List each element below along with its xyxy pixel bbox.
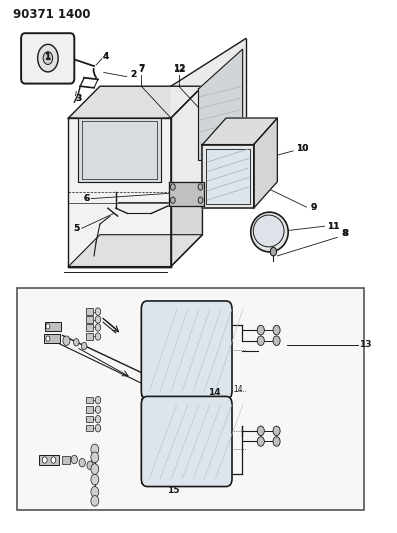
Circle shape <box>43 52 53 64</box>
Circle shape <box>257 336 264 345</box>
Text: 10: 10 <box>296 144 308 154</box>
Polygon shape <box>202 118 278 144</box>
Text: 8: 8 <box>342 229 348 238</box>
Bar <box>39 455 59 465</box>
Circle shape <box>46 336 50 341</box>
Polygon shape <box>206 149 250 204</box>
Circle shape <box>91 444 99 455</box>
Polygon shape <box>68 235 202 266</box>
Circle shape <box>87 461 93 470</box>
FancyBboxPatch shape <box>86 407 93 413</box>
FancyBboxPatch shape <box>86 397 93 403</box>
Circle shape <box>91 474 99 485</box>
Circle shape <box>273 325 280 335</box>
Circle shape <box>46 324 50 329</box>
Text: 15: 15 <box>167 486 179 495</box>
Polygon shape <box>198 49 243 160</box>
Text: 1: 1 <box>44 53 50 62</box>
Polygon shape <box>78 118 161 182</box>
Text: 8: 8 <box>341 229 347 238</box>
Polygon shape <box>254 118 278 208</box>
Ellipse shape <box>251 212 288 252</box>
Text: 13: 13 <box>358 341 371 350</box>
Text: 12: 12 <box>173 64 185 74</box>
Circle shape <box>198 197 203 204</box>
FancyBboxPatch shape <box>21 33 74 84</box>
Text: 5: 5 <box>73 224 79 233</box>
Circle shape <box>257 426 264 435</box>
Circle shape <box>270 247 277 256</box>
Text: 10: 10 <box>296 144 308 154</box>
Circle shape <box>73 338 79 346</box>
Circle shape <box>79 458 85 467</box>
Circle shape <box>273 336 280 345</box>
Circle shape <box>170 184 175 190</box>
FancyBboxPatch shape <box>86 416 93 422</box>
Polygon shape <box>169 182 204 206</box>
Text: 6: 6 <box>83 194 89 203</box>
Circle shape <box>91 487 99 497</box>
Polygon shape <box>171 86 202 266</box>
Circle shape <box>63 336 70 345</box>
Bar <box>17 288 364 511</box>
Circle shape <box>95 424 101 432</box>
Text: 90371 1400: 90371 1400 <box>13 8 91 21</box>
Text: 14: 14 <box>208 388 221 397</box>
Circle shape <box>51 457 56 463</box>
Text: 7: 7 <box>138 64 145 73</box>
FancyBboxPatch shape <box>86 324 93 330</box>
Text: 1: 1 <box>44 52 50 61</box>
FancyBboxPatch shape <box>141 397 232 487</box>
Ellipse shape <box>253 215 284 247</box>
Circle shape <box>95 316 101 323</box>
FancyBboxPatch shape <box>141 301 232 399</box>
Circle shape <box>198 184 203 190</box>
Text: 5: 5 <box>73 224 79 233</box>
Circle shape <box>38 44 58 72</box>
Text: 7: 7 <box>138 64 145 74</box>
Circle shape <box>95 324 101 331</box>
Text: 4: 4 <box>103 52 109 61</box>
Circle shape <box>273 437 280 446</box>
FancyBboxPatch shape <box>86 333 93 340</box>
Circle shape <box>273 426 280 435</box>
Circle shape <box>170 197 175 204</box>
Circle shape <box>95 416 101 423</box>
Circle shape <box>95 308 101 316</box>
Circle shape <box>91 452 99 463</box>
Bar <box>45 321 60 331</box>
Text: 11: 11 <box>328 222 340 231</box>
Circle shape <box>95 333 101 340</box>
Polygon shape <box>68 86 202 118</box>
Circle shape <box>81 342 87 350</box>
Circle shape <box>91 496 99 506</box>
FancyBboxPatch shape <box>86 309 93 315</box>
Text: 9: 9 <box>311 203 317 212</box>
Text: 9: 9 <box>310 203 317 212</box>
FancyBboxPatch shape <box>86 425 93 431</box>
Text: 14: 14 <box>233 385 243 394</box>
Text: 11: 11 <box>327 222 339 231</box>
Circle shape <box>257 437 264 446</box>
Text: 12: 12 <box>173 64 186 73</box>
Circle shape <box>42 457 47 463</box>
Bar <box>44 334 60 343</box>
Text: 6: 6 <box>83 194 89 203</box>
Polygon shape <box>171 38 246 192</box>
Polygon shape <box>202 144 254 208</box>
Circle shape <box>95 406 101 414</box>
Text: 2: 2 <box>130 70 137 79</box>
Text: 4: 4 <box>103 52 109 61</box>
Text: 3: 3 <box>75 94 81 103</box>
FancyBboxPatch shape <box>62 456 69 464</box>
Text: 2: 2 <box>130 70 137 79</box>
Circle shape <box>95 397 101 404</box>
Circle shape <box>257 325 264 335</box>
FancyBboxPatch shape <box>86 317 93 322</box>
Circle shape <box>71 455 77 464</box>
Polygon shape <box>68 118 171 266</box>
Circle shape <box>91 464 99 474</box>
Text: 3: 3 <box>75 94 81 103</box>
